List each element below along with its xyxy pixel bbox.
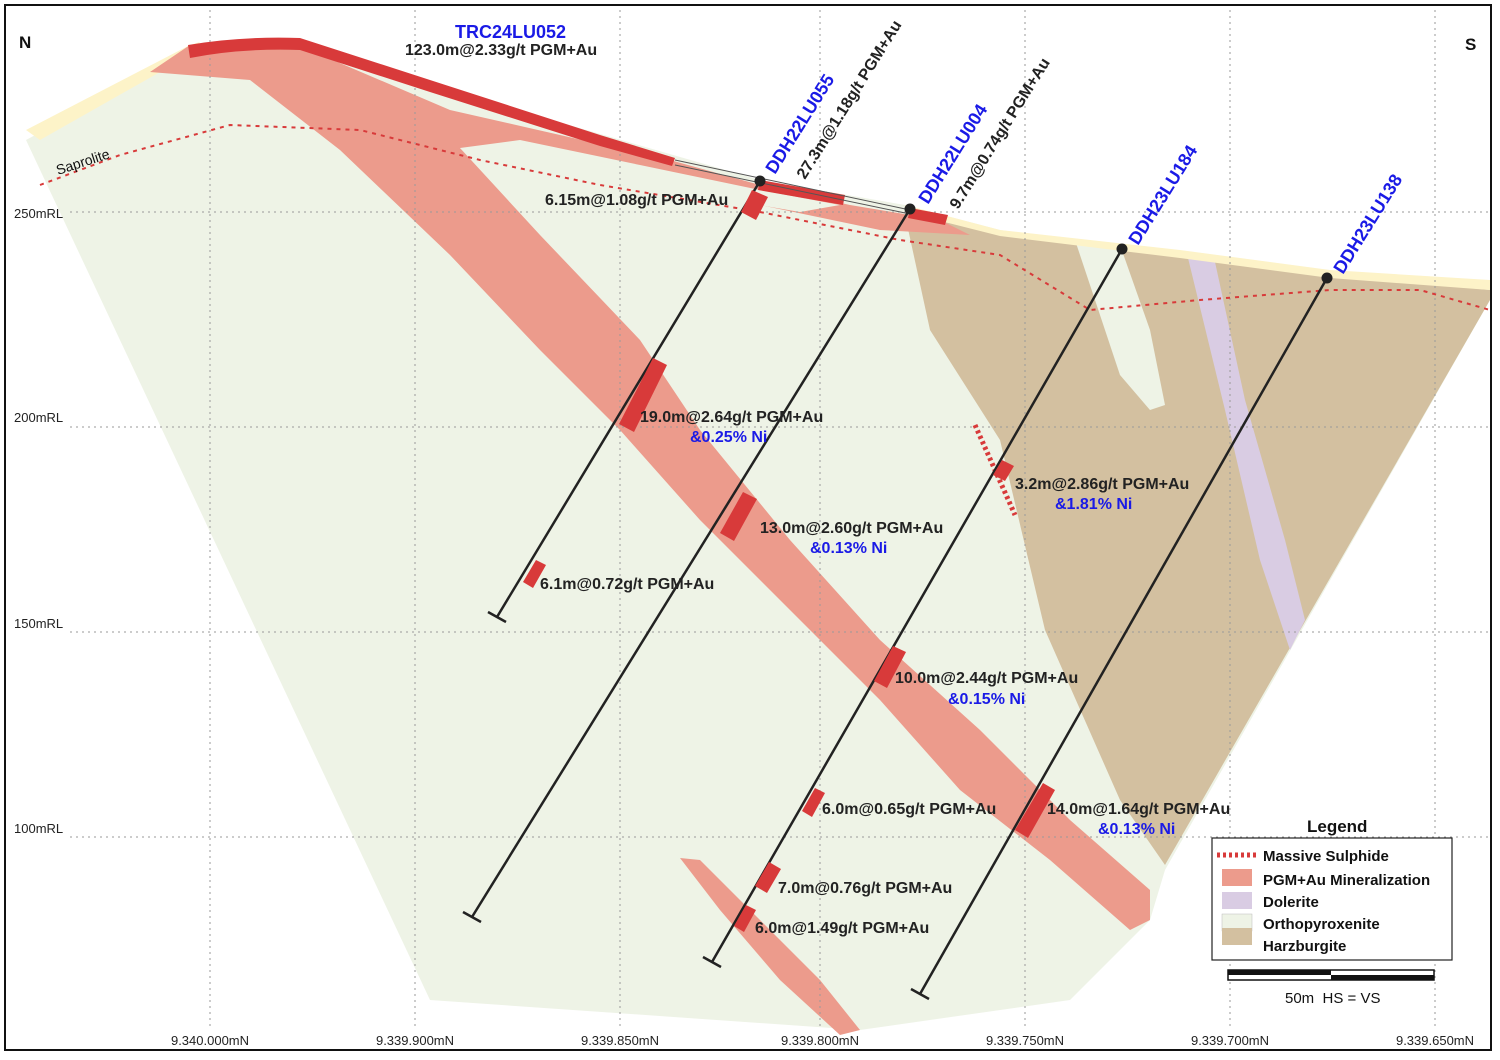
section-frame	[4, 4, 1492, 1051]
intercept-i5-ni: &1.81% Ni	[1055, 496, 1132, 513]
scale-bar-segment	[1331, 975, 1434, 980]
northing-label: 9.340.000mN	[171, 1033, 249, 1048]
intercept-i3: 13.0m@2.60g/t PGM+Au	[760, 520, 943, 537]
marker-i8	[1015, 783, 1055, 838]
legend-swatch-harzburgite	[1222, 928, 1252, 945]
legend-item-label: Dolerite	[1263, 894, 1319, 911]
trc-intercept	[188, 37, 675, 166]
northing-label: 9.339.850mN	[581, 1033, 659, 1048]
legend: Massive Sulphide PGM+Au Mineralization D…	[1211, 837, 1453, 961]
hole-name-184: DDH23LU184	[1124, 142, 1201, 248]
mineralization-lower-lens	[680, 858, 860, 1035]
marker-i5	[993, 460, 1014, 481]
legend-item-label: PGM+Au Mineralization	[1263, 872, 1430, 889]
intercept-i2: 19.0m@2.64g/t PGM+Au	[640, 409, 823, 426]
legend-swatch-dolerite	[1222, 892, 1252, 909]
intercept-i4: 6.1m@0.72g/t PGM+Au	[540, 576, 714, 593]
legend-title: Legend	[1307, 817, 1367, 836]
hole-foot-184	[702, 955, 722, 969]
intercept-i1: 6.15m@1.08g/t PGM+Au	[545, 192, 728, 209]
surface-line	[674, 159, 911, 211]
hole-foot-138	[910, 987, 930, 1001]
drill-holes	[462, 180, 1329, 1001]
intercept-i8: 14.0m@1.64g/t PGM+Au	[1047, 801, 1230, 818]
harzburgite-body	[905, 215, 1490, 865]
marker-i6	[874, 646, 906, 688]
collar-055	[754, 175, 766, 187]
collar-138	[1321, 272, 1333, 284]
intercept-i3-ni: &0.13% Ni	[810, 540, 887, 557]
intercept-i2-ni: &0.25% Ni	[690, 429, 767, 446]
hole-headline-trc: 123.0m@2.33g/t PGM+Au	[405, 42, 597, 59]
intercept-i5: 3.2m@2.86g/t PGM+Au	[1015, 476, 1189, 493]
hole-foot-055	[487, 610, 507, 624]
northing-label: 9.339.750mN	[986, 1033, 1064, 1048]
legend-item-label: Orthopyroxenite	[1263, 916, 1380, 933]
legend-item-label: Harzburgite	[1263, 938, 1346, 955]
marker-i9	[755, 862, 781, 893]
northing-label: 9.339.800mN	[781, 1033, 859, 1048]
dolerite-dyke	[1188, 258, 1305, 650]
legend-item-label: Massive Sulphide	[1263, 848, 1389, 865]
ddh004-collar-intercept	[908, 208, 948, 225]
ddh055-collar-intercept	[758, 180, 845, 205]
hole-trace-138	[918, 277, 1329, 995]
intercept-markers	[523, 190, 1055, 932]
elevation-label-200: 200mRL	[14, 410, 63, 425]
hole-trace-055	[495, 180, 762, 618]
scale-bar: 50m HS = VS	[1227, 969, 1435, 1007]
marker-i1	[741, 190, 768, 220]
hole-trace-184	[710, 248, 1124, 963]
northing-label: 9.339.900mN	[376, 1033, 454, 1048]
elevation-label-100: 100mRL	[14, 821, 63, 836]
grid	[70, 10, 1488, 1030]
orthopyroxenite-inclusion	[460, 140, 840, 212]
surface-line-2	[674, 164, 911, 215]
orthopyroxenite-wedge	[1075, 240, 1165, 410]
legend-swatch-mineralization	[1222, 869, 1252, 886]
intercept-i6-ni: &0.15% Ni	[948, 691, 1025, 708]
hole-trace-004	[470, 208, 912, 918]
scale-bar-label: 50m HS = VS	[1285, 990, 1380, 1007]
intercept-i9: 7.0m@0.76g/t PGM+Au	[778, 880, 952, 897]
marker-i2	[619, 358, 667, 432]
marker-i3	[720, 492, 757, 541]
marker-i4	[523, 560, 546, 588]
intercept-i7: 6.0m@0.65g/t PGM+Au	[822, 801, 996, 818]
marker-i10	[734, 905, 756, 932]
northing-label: 9.339.700mN	[1191, 1033, 1269, 1048]
saprolite-boundary	[39, 123, 1491, 312]
scale-bar-segment	[1228, 970, 1331, 975]
collar-004	[904, 203, 916, 215]
hole-foot-004	[462, 910, 482, 924]
south-label: S	[1465, 35, 1476, 54]
hole-name-138: DDH23LU138	[1329, 171, 1406, 277]
mineralization-main	[150, 45, 1150, 930]
elevation-label-150: 150mRL	[14, 616, 63, 631]
intercept-i10: 6.0m@1.49g/t PGM+Au	[755, 920, 929, 937]
north-label: N	[19, 33, 31, 52]
elevation-label-250: 250mRL	[14, 206, 63, 221]
marker-i7	[802, 788, 825, 817]
intercept-i6: 10.0m@2.44g/t PGM+Au	[895, 670, 1078, 687]
northing-label: 9.339.650mN	[1396, 1033, 1474, 1048]
collar-184	[1116, 243, 1128, 255]
intercept-i8-ni: &0.13% Ni	[1098, 821, 1175, 838]
hole-name-trc: TRC24LU052	[455, 22, 566, 42]
